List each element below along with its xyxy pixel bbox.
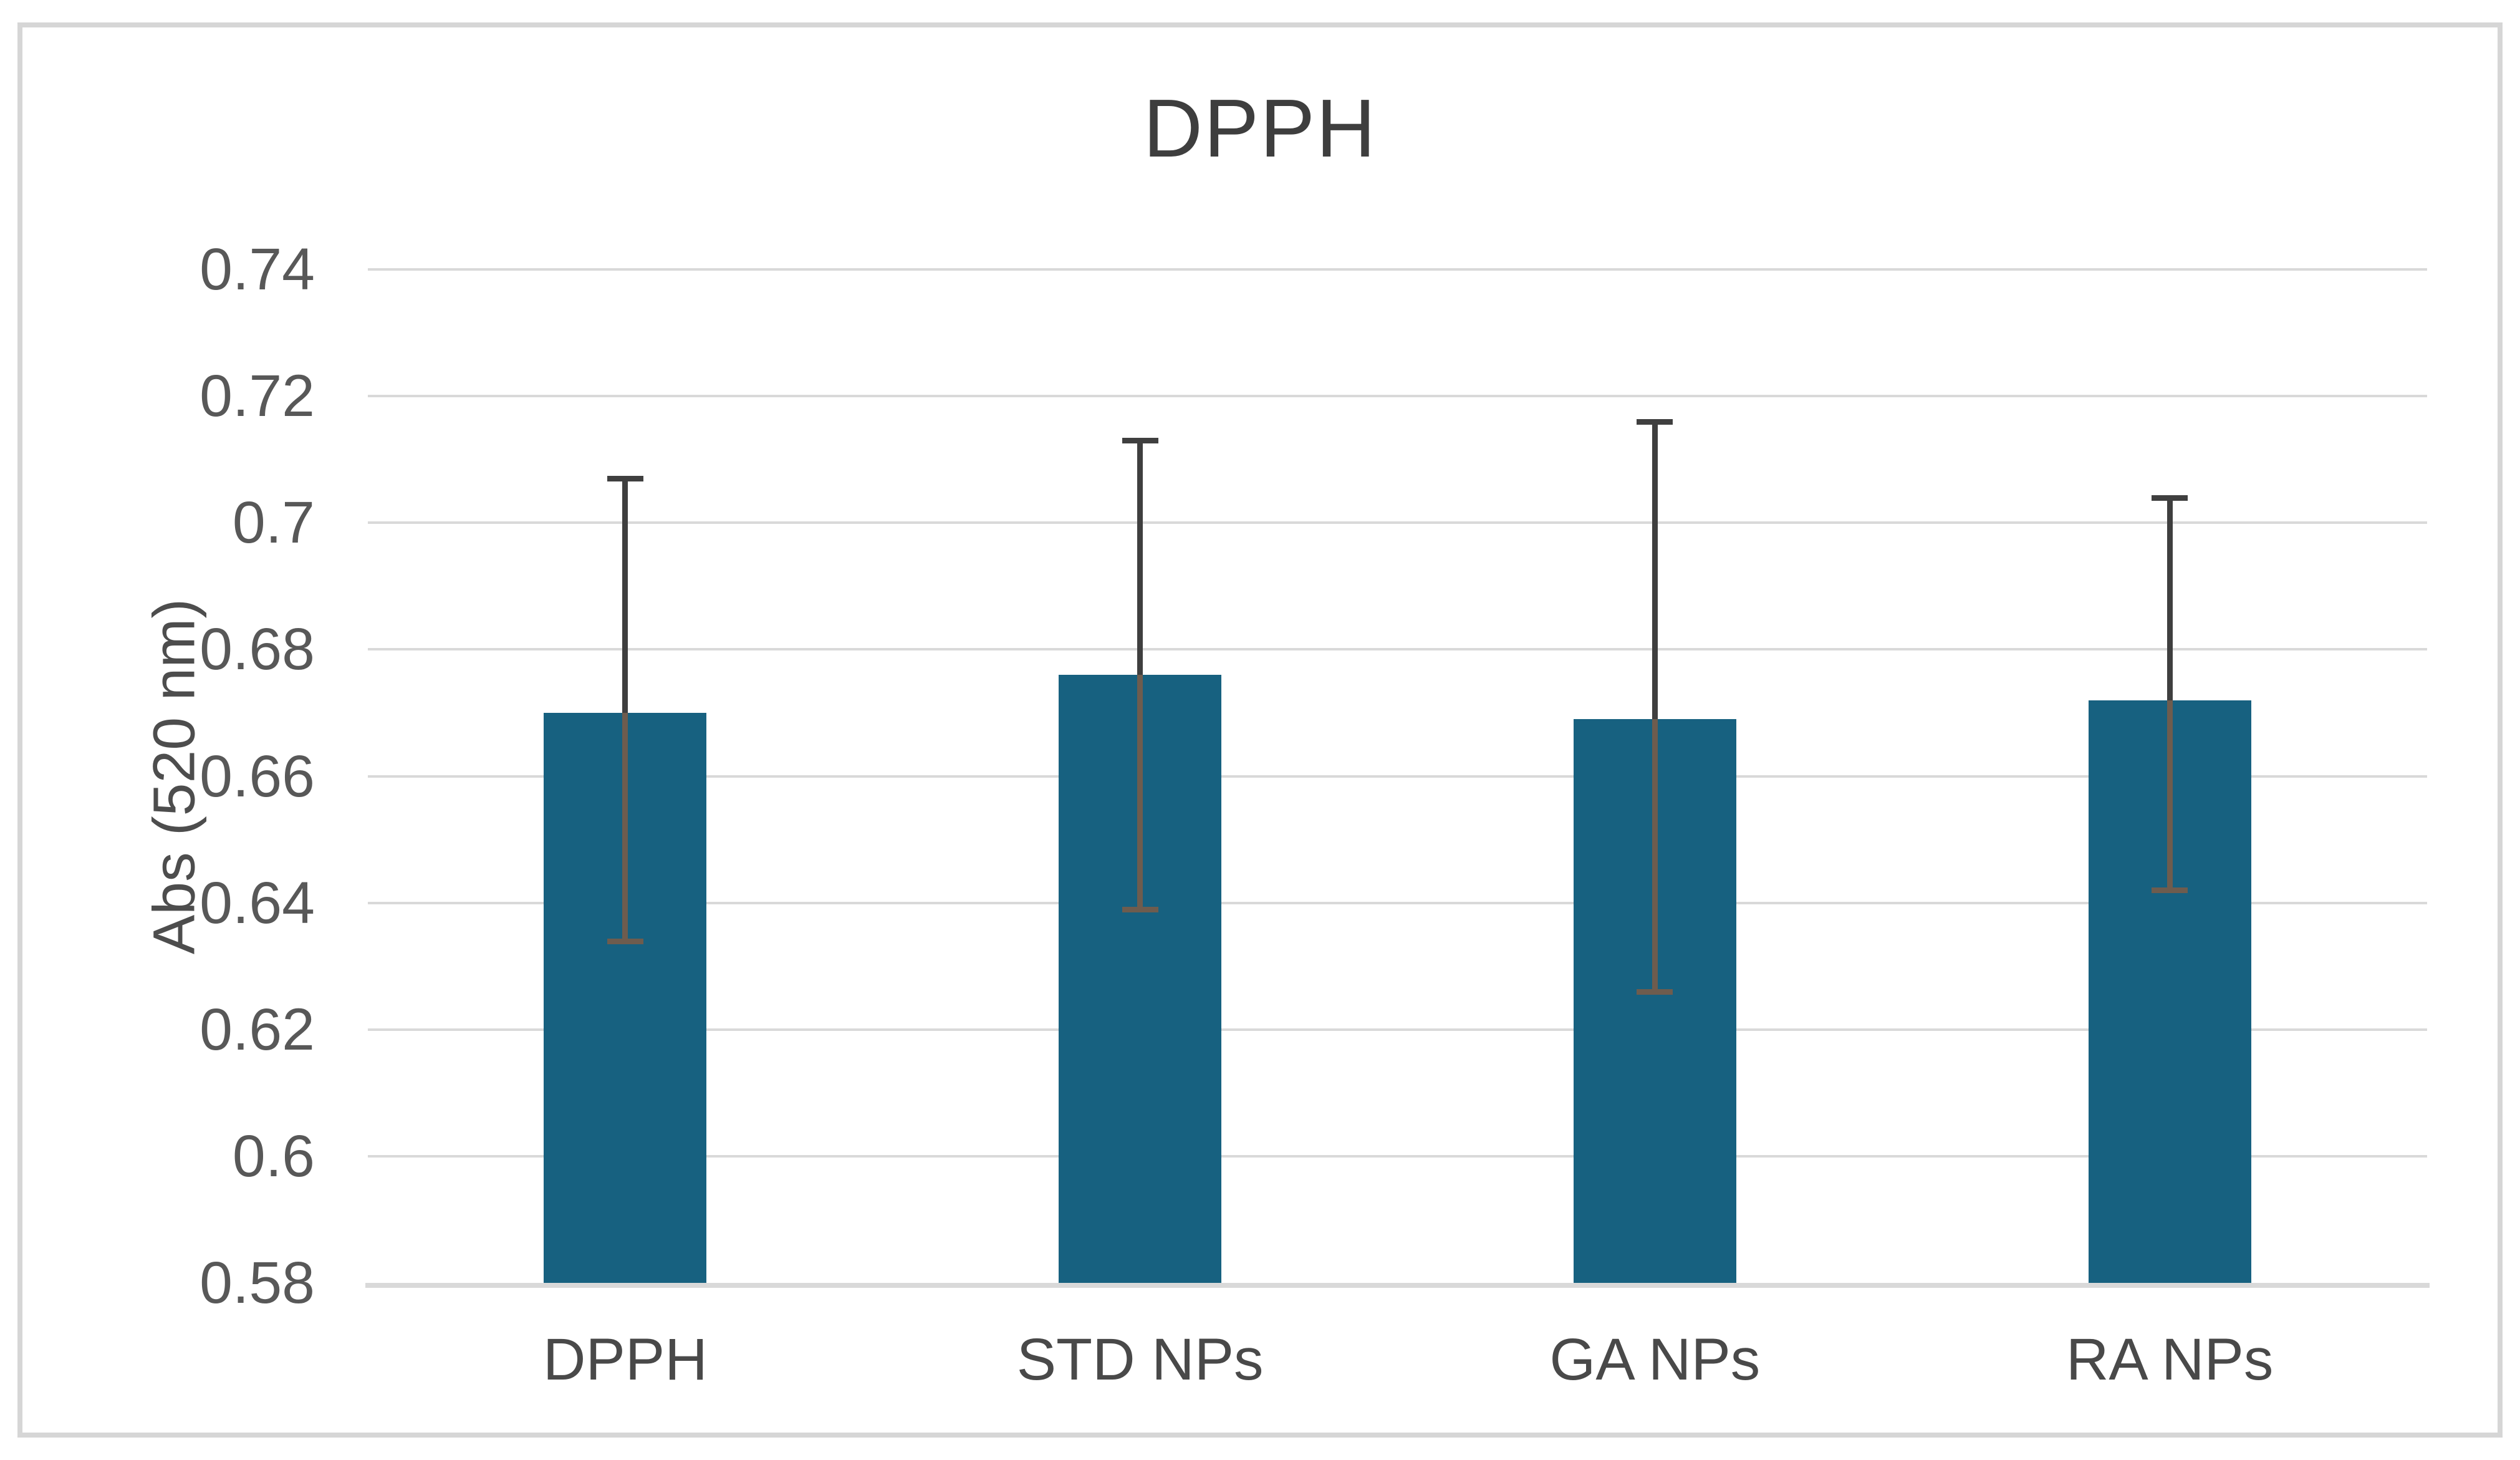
x-category-label: STD NPs [1016, 1327, 1264, 1393]
error-bar-bottom-cap [1122, 906, 1158, 912]
x-category-label: RA NPs [2066, 1327, 2274, 1393]
error-bar-lower-stem [622, 712, 628, 941]
x-category-label: GA NPs [1549, 1327, 1761, 1393]
chart-title: DPPH [1143, 82, 1377, 174]
y-tick-label: 0.66 [200, 743, 315, 810]
y-tick-label: 0.6 [232, 1123, 315, 1189]
error-bar-upper-stem [2167, 497, 2173, 700]
gridline [368, 268, 2427, 271]
y-tick-label: 0.72 [200, 363, 315, 430]
y-tick-label: 0.62 [200, 996, 315, 1063]
error-bar-bottom-cap [2152, 887, 2188, 894]
error-bar-bottom-cap [607, 938, 643, 944]
error-bar-top-cap [607, 476, 643, 482]
gridline [368, 521, 2427, 525]
gridline [368, 901, 2427, 904]
error-bar-upper-stem [1652, 421, 1658, 720]
y-tick-label: 0.58 [200, 1250, 315, 1316]
plot-area [365, 268, 2430, 1288]
gridline [368, 1028, 2427, 1031]
error-bar-upper-stem [1137, 440, 1143, 675]
x-category-label: DPPH [542, 1327, 708, 1393]
error-bar-bottom-cap [1637, 989, 1673, 995]
y-tick-label: 0.64 [200, 869, 315, 936]
gridline [368, 1154, 2427, 1158]
error-bar-upper-stem [622, 478, 628, 713]
error-bar-top-cap [2152, 495, 2188, 501]
y-tick-label: 0.7 [232, 490, 315, 556]
error-bar-lower-stem [2167, 700, 2173, 891]
y-tick-label: 0.68 [200, 616, 315, 683]
x-axis-line [365, 1283, 2430, 1288]
gridline [368, 648, 2427, 651]
gridline [368, 395, 2427, 398]
y-tick-label: 0.74 [200, 236, 315, 302]
error-bar-lower-stem [1652, 719, 1658, 992]
gridline [368, 775, 2427, 778]
error-bar-lower-stem [1137, 675, 1143, 909]
error-bar-top-cap [1122, 438, 1158, 444]
error-bar-top-cap [1637, 418, 1673, 425]
